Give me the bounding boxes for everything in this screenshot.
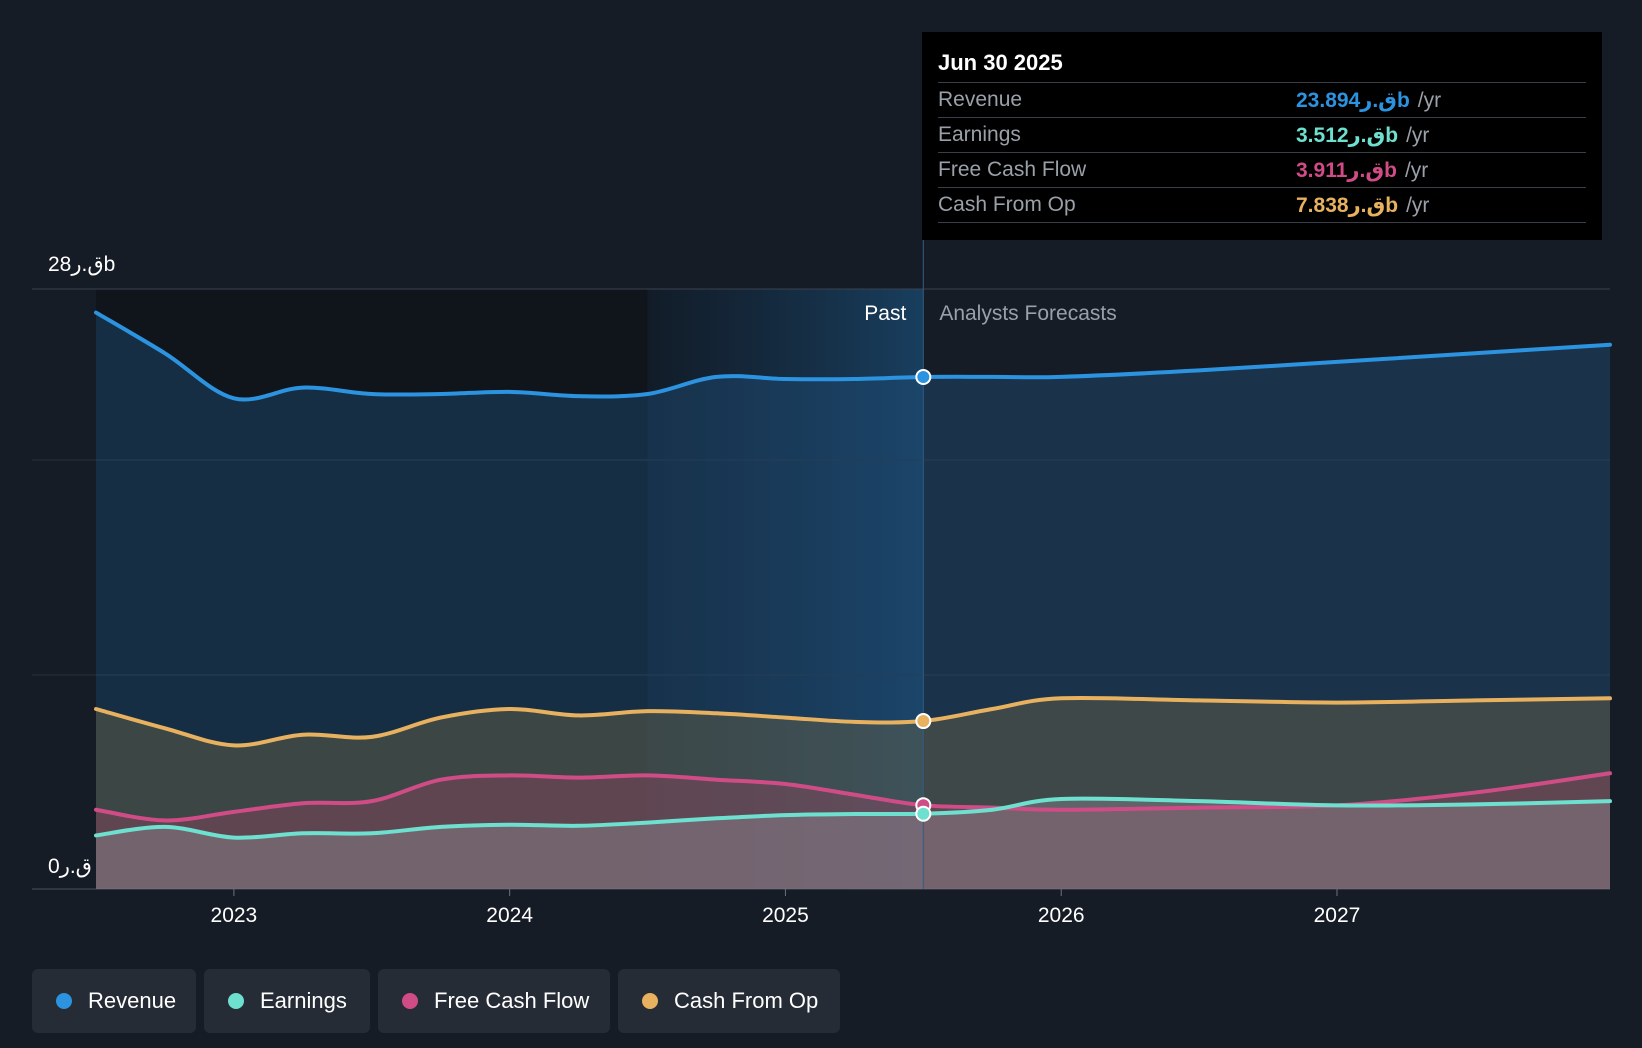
revenue-marker [915,368,932,385]
cash-from-op-marker [915,713,932,730]
cash-from-op-line [94,695,1612,748]
legend-item-revenue[interactable]: Revenue [32,969,196,1033]
forecast-label: Analysts Forecasts [939,302,1116,325]
free-cash-flow-line [94,771,1612,823]
tooltip-divider [938,222,1586,223]
tooltip-label: Cash From Op [938,193,1076,216]
tooltip-row-free-cash-flow: Free Cash Flow 3.911ق.رb/yr [938,152,1586,188]
tooltip-row-earnings: Earnings 3.512ق.رb/yr [938,117,1586,153]
x-tick-label: 2024 [486,904,533,927]
legend-dot-icon [642,993,658,1009]
legend-label: Revenue [88,988,177,1013]
legend-dot-icon [402,993,418,1009]
revenue-line [94,310,1612,402]
legend-dot-icon [228,993,244,1009]
legend-item-free-cash-flow[interactable]: Free Cash Flow [378,969,610,1033]
legend-label: Earnings [260,988,347,1013]
tooltip-value: 23.894ق.رb/yr [1296,89,1442,112]
y-axis-max-label: 28ق.رb [48,253,116,276]
free-cash-flow-area [96,773,1610,889]
tooltip-date: Jun 30 2025 [938,50,1063,75]
tooltip-value: 3.911ق.رb/yr [1296,159,1429,182]
legend-item-cash-from-op[interactable]: Cash From Op [618,969,840,1033]
legend-label: Cash From Op [674,988,819,1013]
tooltip-value: 3.512ق.رb/yr [1296,124,1430,147]
revenue-area [96,312,1610,890]
legend-item-earnings[interactable]: Earnings [204,969,370,1033]
past-label: Past [864,302,906,325]
tooltip: Jun 30 2025 Revenue 23.894ق.رb/yr Earnin… [922,32,1602,240]
tooltip-row-revenue: Revenue 23.894ق.رb/yr [938,82,1586,118]
y-axis-min-label: 0ق.ر [48,855,92,878]
tooltip-label: Free Cash Flow [938,158,1087,181]
earnings-area [96,798,1610,889]
x-tick-label: 2026 [1038,904,1085,927]
x-tick-label: 2023 [211,904,258,927]
tooltip-label: Revenue [938,88,1023,111]
legend-label: Free Cash Flow [434,988,590,1013]
tooltip-row-cash-from-op: Cash From Op 7.838ق.رb/yr [938,187,1586,223]
legend-dot-icon [56,993,72,1009]
past-highlight-band [647,289,924,889]
earnings-marker [915,805,932,822]
earnings-line [94,796,1612,840]
x-tick-label: 2027 [1314,904,1361,927]
x-tick-label: 2025 [762,904,809,927]
tooltip-label: Earnings [938,123,1021,146]
tooltip-value: 7.838ق.رb/yr [1296,194,1430,217]
